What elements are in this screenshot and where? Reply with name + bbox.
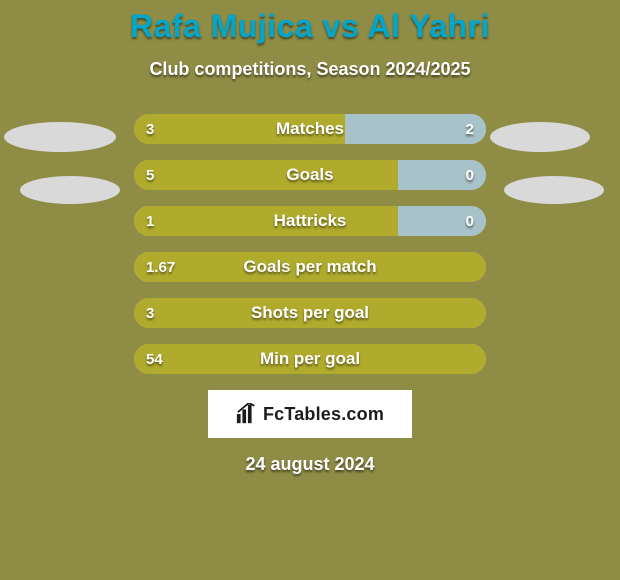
stat-row: 50Goals — [134, 160, 486, 190]
subtitle: Club competitions, Season 2024/2025 — [0, 59, 620, 80]
stat-label: Matches — [134, 114, 486, 144]
player-oval — [504, 176, 604, 204]
stat-label: Goals — [134, 160, 486, 190]
date-label: 24 august 2024 — [0, 454, 620, 475]
stat-label: Shots per goal — [134, 298, 486, 328]
player-oval — [490, 122, 590, 152]
stat-label: Min per goal — [134, 344, 486, 374]
fctables-badge: FcTables.com — [208, 390, 412, 438]
stat-label: Hattricks — [134, 206, 486, 236]
stat-row: 1.67Goals per match — [134, 252, 486, 282]
comparison-infographic: Rafa Mujica vs Al Yahri Club competition… — [0, 0, 620, 580]
stat-label: Goals per match — [134, 252, 486, 282]
player-oval — [20, 176, 120, 204]
page-title: Rafa Mujica vs Al Yahri — [0, 0, 620, 45]
fctables-icon — [236, 403, 258, 425]
fctables-label: FcTables.com — [263, 404, 384, 425]
stat-row: 10Hattricks — [134, 206, 486, 236]
stat-row: 32Matches — [134, 114, 486, 144]
stat-row: 54Min per goal — [134, 344, 486, 374]
stat-row: 3Shots per goal — [134, 298, 486, 328]
stats-container: 32Matches 50Goals 10Hattricks 1.67Goals per… — [134, 114, 486, 374]
player-oval — [4, 122, 116, 152]
